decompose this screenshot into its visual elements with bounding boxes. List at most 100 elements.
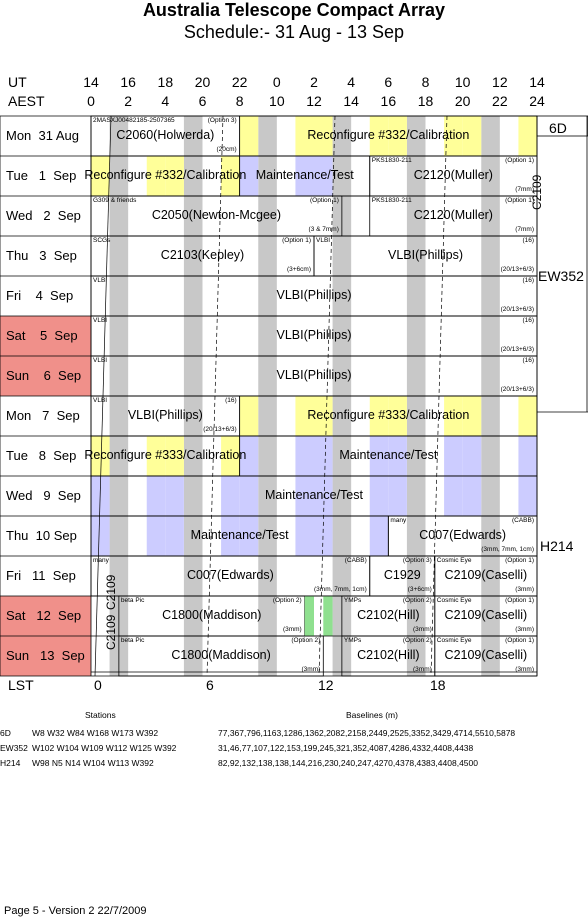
event-fill [295, 116, 314, 156]
night-stripe [406, 436, 426, 476]
event-fill [221, 436, 240, 476]
night-stripe [481, 436, 500, 476]
event-title: C2060(Holwerda) [116, 128, 215, 142]
ut-hour-label: 14 [529, 74, 545, 90]
night-stripe [183, 356, 203, 396]
night-stripe [332, 156, 352, 196]
event-fill [295, 476, 314, 516]
footer-version: Page 5 - Version 2 22/7/2009 [4, 905, 147, 917]
night-stripe [109, 316, 129, 356]
event-option: (Option 3) [207, 117, 237, 124]
night-stripe [332, 236, 352, 276]
event-fill [146, 436, 166, 476]
event-source: PKS1830-211 [371, 157, 412, 164]
event-source: G309 & friends [93, 197, 137, 204]
event-fill [388, 436, 407, 476]
night-stripe [406, 236, 426, 276]
aest-hour-label: 22 [492, 93, 508, 109]
night-stripe [406, 316, 426, 356]
night-stripe [109, 156, 129, 196]
lst-line [430, 115, 448, 677]
event-option: (Option 2) [291, 637, 321, 644]
night-stripe [406, 516, 426, 556]
day-row-label: Tue 8 Sep [6, 448, 77, 463]
day-row-label: Mon 31 Aug [6, 128, 79, 143]
event-option: (Option 1) [505, 157, 534, 164]
event-title: VLBI(Phillips) [276, 328, 352, 342]
night-stripe [332, 316, 352, 356]
event-fill [295, 516, 314, 556]
event-fill [146, 476, 166, 516]
schedule-subtitle: Schedule:- 31 Aug - 13 Sep [183, 22, 405, 42]
event-title: C2120(Muller) [413, 168, 493, 182]
event-band: (3mm) [515, 626, 534, 633]
event-source: many [93, 557, 109, 564]
night-stripe [183, 116, 203, 156]
event-band: (3mm, 7mm, 1cm) [314, 586, 367, 593]
aest-hour-label: 6 [198, 93, 207, 109]
night-stripe [258, 636, 277, 676]
config-6d: 6D [549, 120, 567, 136]
night-stripe [258, 116, 277, 156]
night-stripe [332, 476, 352, 516]
event-source: PKS1830-211 [371, 197, 412, 204]
night-stripe [109, 276, 129, 316]
night-stripe [258, 156, 277, 196]
event-title: C2109(Caselli) [444, 608, 528, 622]
day-row-label: Fri 11 Sep [6, 568, 76, 583]
event-title: C1929 [383, 568, 421, 582]
night-stripe [481, 316, 500, 356]
ut-hour-label: 14 [83, 74, 99, 90]
event-title: C1800(Maddison) [162, 608, 262, 622]
night-stripe [258, 276, 277, 316]
event-band: (20/13+6/3) [500, 306, 534, 313]
event-fill [314, 436, 333, 476]
aest-hour-label: 10 [269, 93, 285, 109]
event-fill [518, 396, 537, 436]
event-option: (Option 1) [309, 197, 339, 204]
event-option: (Option 2) [402, 637, 432, 644]
night-stripe [183, 196, 203, 236]
event-fill [295, 156, 314, 196]
night-stripe [109, 476, 129, 516]
event-title: Reconfigure #332/Calibration [307, 128, 470, 142]
event-option: (Option 2) [402, 597, 432, 604]
ut-hour-label: 16 [120, 74, 136, 90]
event-band: (3mm) [515, 586, 534, 593]
night-stripe [406, 476, 426, 516]
event-fill [91, 436, 110, 476]
event-fill [462, 476, 482, 516]
event-band: (3mm, 7mm, 1cm) [481, 546, 534, 553]
event-title: C2103(Kepley) [160, 248, 245, 262]
event-source: YMPs [343, 637, 362, 644]
night-stripe [481, 396, 500, 436]
event-fill [314, 476, 333, 516]
night-stripe [481, 596, 500, 636]
config-ew352: EW352 [538, 268, 584, 284]
night-stripe [258, 356, 277, 396]
event-title: C2102(Hill) [357, 608, 420, 622]
baselines-heading: Baselines (m) [346, 710, 398, 720]
lst-line [206, 115, 224, 677]
event-source: YMPs [343, 597, 362, 604]
day-row-label: Wed 2 Sep [6, 208, 81, 223]
event-fill [91, 156, 110, 196]
day-row-label: Tue 1 Sep [6, 168, 77, 183]
event-fill [444, 396, 463, 436]
ut-hour-label: 8 [421, 74, 430, 90]
event-option: (16) [522, 317, 534, 324]
night-stripe [109, 436, 129, 476]
green-slot [304, 596, 314, 636]
vertical-project-label: C2109 [104, 614, 118, 650]
stations-heading: Stations [85, 710, 116, 720]
night-stripe [332, 116, 352, 156]
station-list: W8 W32 W84 W168 W173 W392 [32, 728, 159, 738]
ut-hour-label: 10 [454, 74, 471, 90]
night-stripe [481, 156, 500, 196]
night-stripe [183, 316, 203, 356]
event-fill [444, 476, 463, 516]
night-stripe [109, 396, 129, 436]
night-stripe [258, 396, 277, 436]
night-stripe [406, 116, 426, 156]
